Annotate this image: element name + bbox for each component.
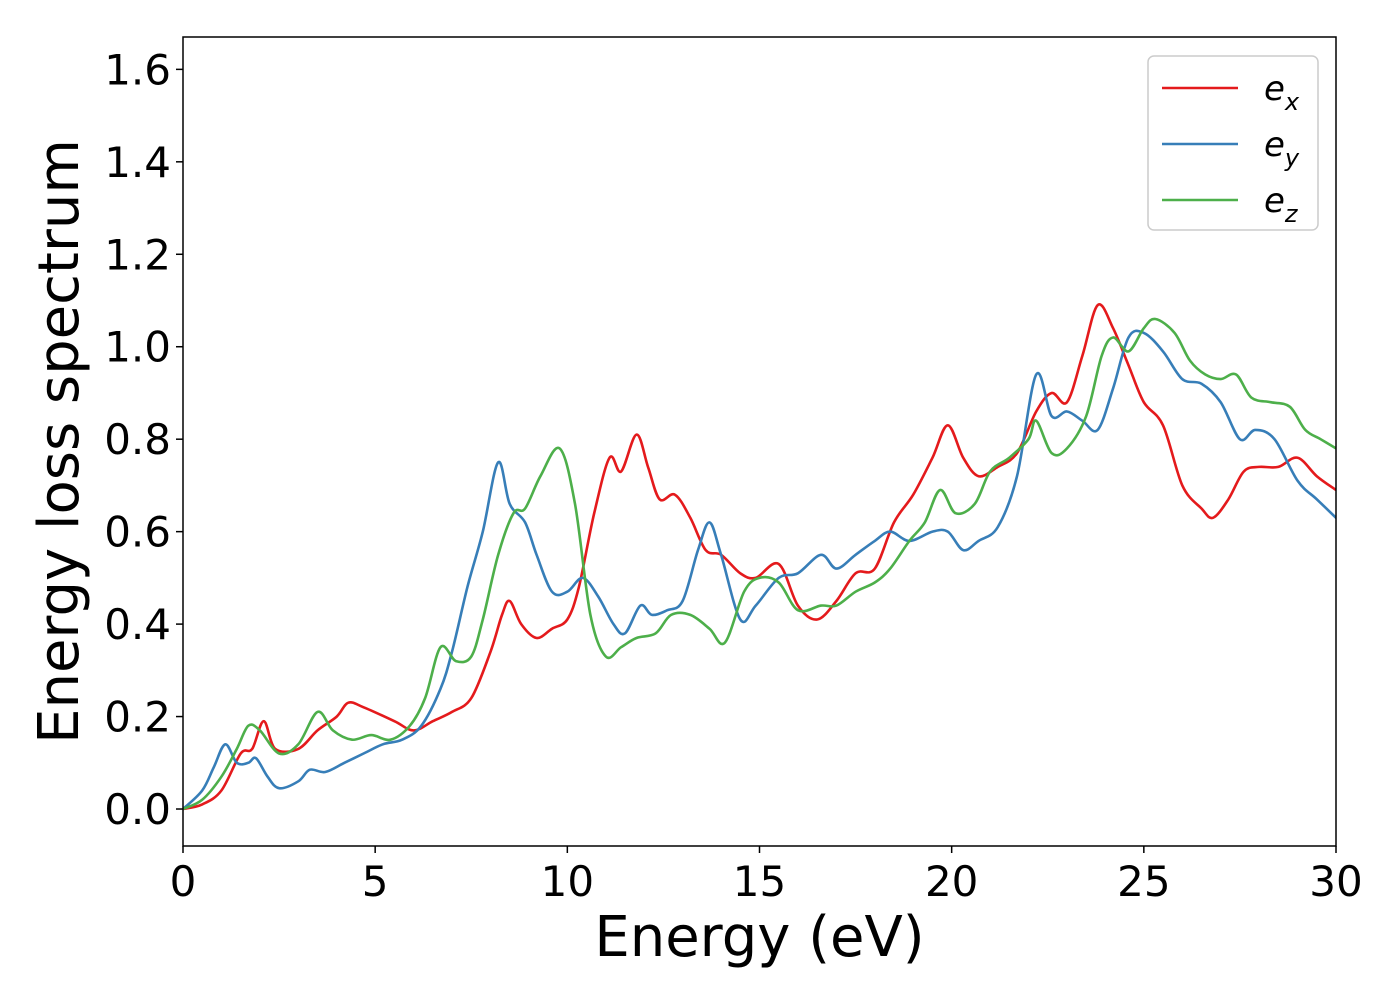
x-tick-label: 30 <box>1309 857 1362 906</box>
x-tick-label: 0 <box>170 857 197 906</box>
legend-label-base: e <box>1264 181 1285 221</box>
y-tick-label: 0.4 <box>104 600 171 649</box>
legend-label-x: ex <box>1264 69 1300 116</box>
y-tick-label: 1.0 <box>104 323 171 372</box>
x-tick-label: 25 <box>1117 857 1170 906</box>
series-group <box>183 303 1336 811</box>
y-tick-label: 0.2 <box>104 693 171 742</box>
x-tick-label: 5 <box>362 857 389 906</box>
x-tick-label: 20 <box>925 857 978 906</box>
legend-label-base: e <box>1264 69 1285 109</box>
y-tick-label: 0.8 <box>104 415 171 464</box>
y-axis-ticks: 0.0 0.2 0.4 0.6 0.8 1.0 1.2 1.4 1.6 <box>104 45 183 834</box>
series-line-e-z <box>183 317 1336 811</box>
legend-label-subscript: y <box>1284 144 1300 172</box>
y-axis-label: Energy loss spectrum <box>27 139 92 744</box>
legend-label-subscript: z <box>1284 200 1299 228</box>
series-line-e-x <box>183 303 1336 811</box>
y-tick-label: 1.2 <box>104 230 171 279</box>
legend-label-y: ey <box>1264 125 1300 172</box>
legend-label-z: ez <box>1264 181 1299 228</box>
x-axis-ticks: 0 5 10 15 20 25 30 <box>170 846 1363 906</box>
legend-label-subscript: x <box>1284 88 1300 116</box>
x-tick-label: 15 <box>733 857 786 906</box>
x-tick-label: 10 <box>541 857 594 906</box>
series-line-e-y <box>183 329 1336 811</box>
y-tick-label: 1.6 <box>104 45 171 94</box>
y-tick-label: 0.0 <box>104 785 171 834</box>
legend-label-base: e <box>1264 125 1285 165</box>
x-axis-label: Energy (eV) <box>594 905 924 970</box>
y-tick-label: 1.4 <box>104 138 171 187</box>
y-tick-label: 0.6 <box>104 508 171 557</box>
